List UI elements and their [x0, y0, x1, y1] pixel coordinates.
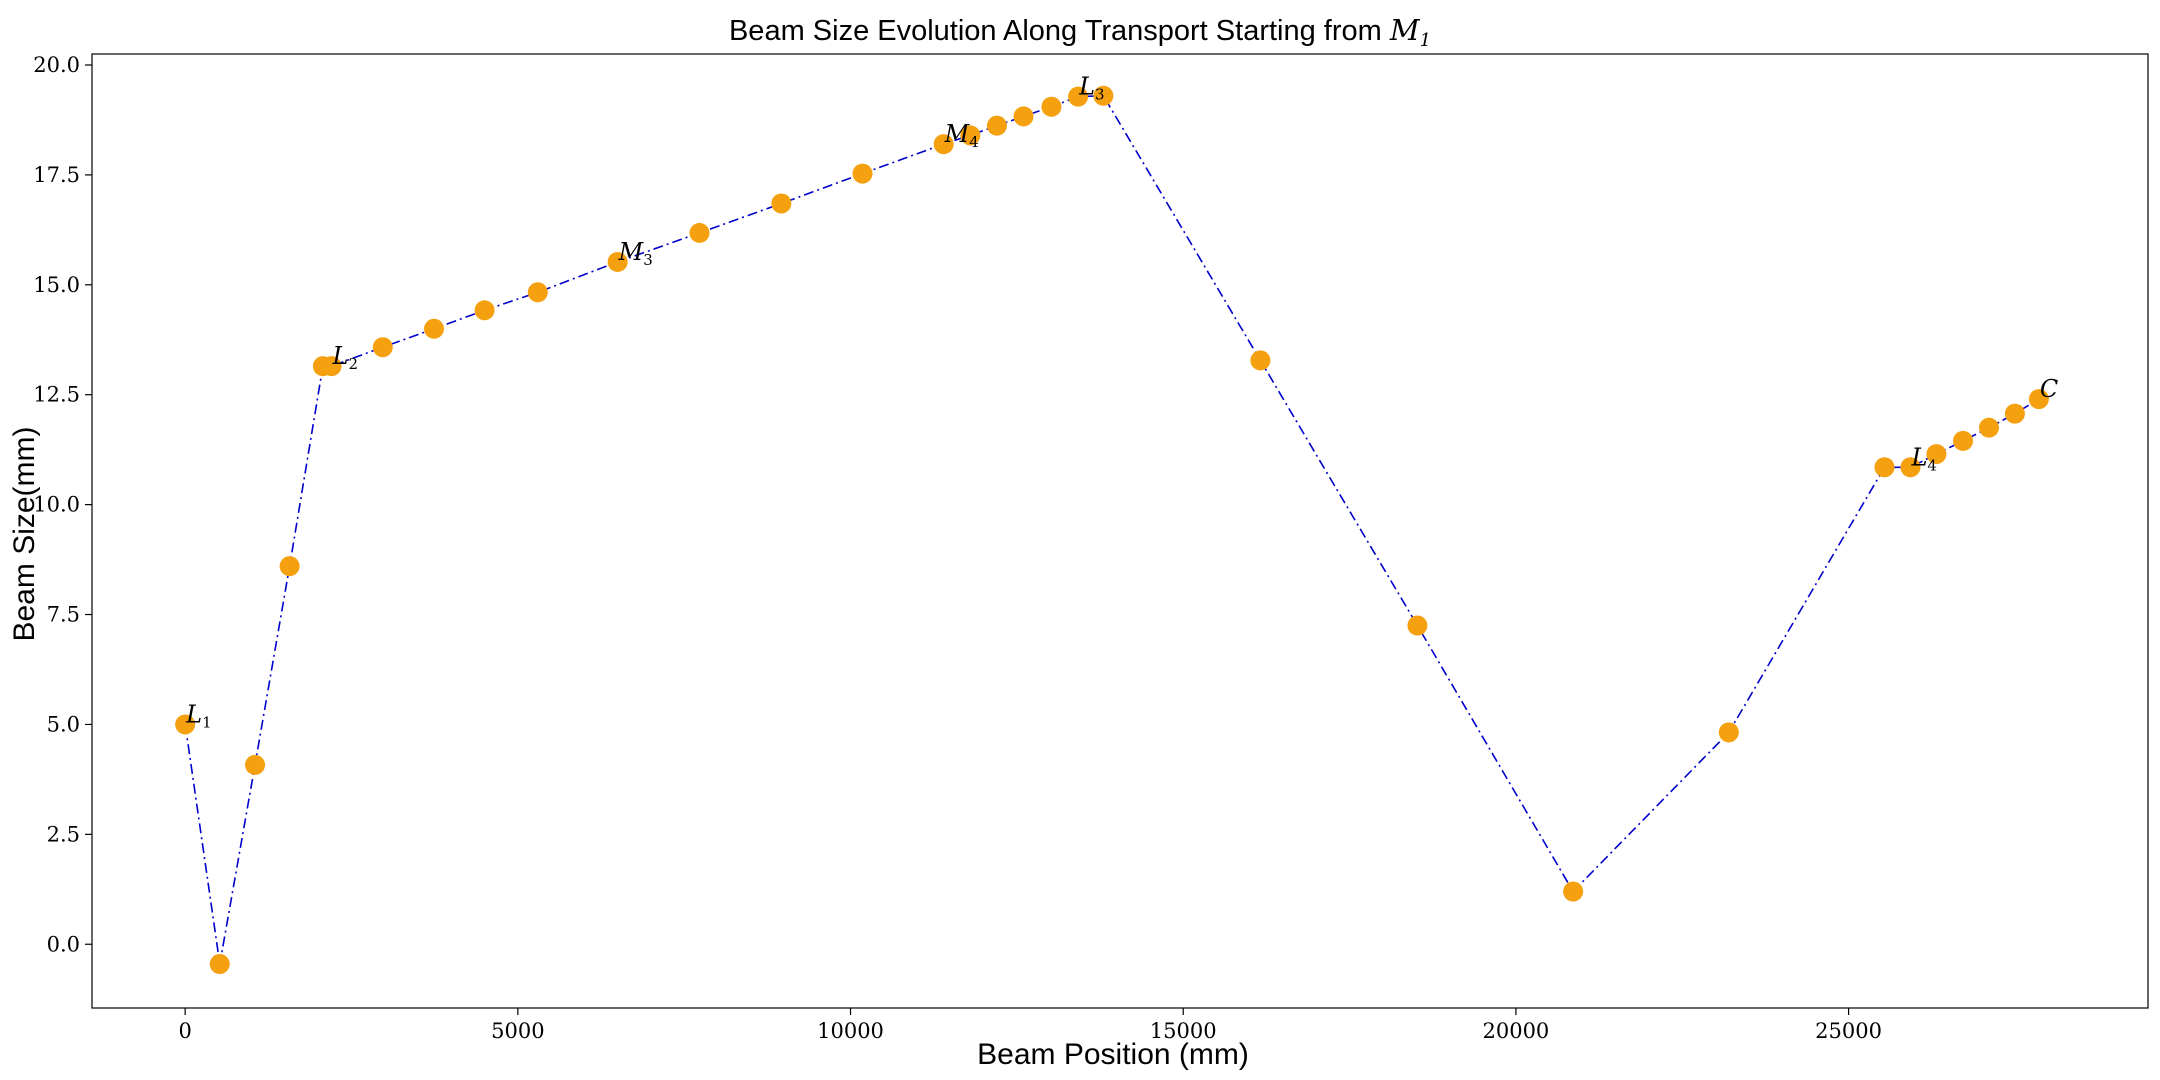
y-ticks: 0.0 2.5 5.0 7.5 10.0 12.5 15.0 17.5 20.0 — [33, 53, 92, 956]
point-annotation: L2 — [332, 342, 358, 373]
annotation-sub: 2 — [348, 355, 358, 373]
data-point — [245, 754, 266, 775]
annotation-sub: 1 — [202, 713, 212, 731]
y-tick-label: 17.5 — [33, 163, 80, 187]
series-line — [184, 94, 2040, 965]
data-point — [1068, 86, 1089, 107]
data-point — [474, 300, 495, 321]
annotation-sub: 4 — [969, 133, 979, 151]
x-tick-label: 15000 — [1150, 1019, 1217, 1043]
data-point — [1407, 615, 1428, 636]
y-tick-label: 10.0 — [33, 493, 80, 517]
data-point — [2004, 403, 2025, 424]
series-markers — [175, 85, 2049, 975]
chart-title-math-sub: 1 — [1420, 30, 1431, 51]
data-point — [960, 125, 981, 146]
annotation-sub: 3 — [1095, 86, 1105, 104]
y-tick-label: 15.0 — [33, 273, 80, 297]
plot-area: 0 5000 10000 15000 20000 25000 0.02.55.07.510… — [33, 53, 2149, 1043]
data-point — [607, 251, 628, 272]
data-point — [1926, 444, 1947, 465]
x-axis-label: Beam Position (mm) — [977, 1038, 1249, 1071]
chart-title: Beam Size Evolution Along Transport Star… — [729, 13, 1431, 51]
data-point — [2028, 389, 2049, 410]
point-annotation: C — [2040, 375, 2058, 403]
data-point — [689, 222, 710, 243]
annotation-base: L — [185, 700, 202, 728]
annotation-sub: 3 — [643, 251, 653, 269]
data-point — [527, 282, 548, 303]
x-ticks: 0 5000 10000 15000 20000 25000 — [178, 1008, 1882, 1043]
point-annotation: M3 — [618, 238, 653, 269]
data-point — [1093, 85, 1114, 106]
data-point — [1874, 457, 1895, 478]
y-tick-label: 12.5 — [33, 383, 80, 407]
data-point — [933, 134, 954, 155]
data-point — [986, 115, 1007, 136]
data-point — [1718, 722, 1739, 743]
data-point — [175, 714, 196, 735]
data-point — [771, 193, 792, 214]
data-point — [852, 163, 873, 184]
y-tick-label: 0.0 — [47, 932, 80, 956]
plot-frame — [91, 53, 2149, 1009]
y-tick-label: 7.5 — [47, 603, 80, 627]
annotation-base: L — [1078, 73, 1095, 101]
y-tick-label: 2.5 — [47, 822, 80, 846]
data-point — [372, 337, 393, 358]
data-point — [1953, 430, 1974, 451]
data-point — [1013, 106, 1034, 127]
y-tick-label: 20.0 — [33, 53, 80, 77]
annotation-base: M — [618, 238, 645, 266]
x-tick-label: 0 — [178, 1019, 191, 1043]
data-point — [209, 954, 230, 975]
data-point — [1978, 417, 1999, 438]
point-annotation: M4 — [944, 120, 979, 151]
x-tick-label: 10000 — [817, 1019, 884, 1043]
point-annotation: L3 — [1078, 73, 1104, 104]
annotation-base: L — [332, 342, 349, 370]
annotation-base: C — [2040, 375, 2058, 403]
data-point — [1041, 96, 1062, 117]
data-point — [279, 556, 300, 577]
y-axis-label: Beam Size(mm) — [8, 426, 41, 641]
x-tick-label: 20000 — [1482, 1019, 1549, 1043]
point-annotation: L4 — [1910, 443, 1936, 474]
data-point — [424, 318, 445, 339]
point-annotation: L1 — [185, 700, 211, 731]
y-tick-label: 5.0 — [47, 712, 80, 736]
data-point — [1900, 457, 1921, 478]
x-tick-label: 5000 — [491, 1019, 544, 1043]
x-tick-label: 25000 — [1815, 1019, 1882, 1043]
annotation-sub: 4 — [1927, 456, 1937, 474]
chart-title-text: Beam Size Evolution Along Transport Star… — [729, 15, 1382, 47]
data-point — [1563, 881, 1584, 902]
data-point — [321, 356, 342, 377]
annotation-base: L — [1910, 443, 1927, 471]
data-point — [1250, 350, 1271, 371]
annotation-base: M — [944, 120, 971, 148]
chart-title-math-base: M — [1389, 13, 1421, 47]
